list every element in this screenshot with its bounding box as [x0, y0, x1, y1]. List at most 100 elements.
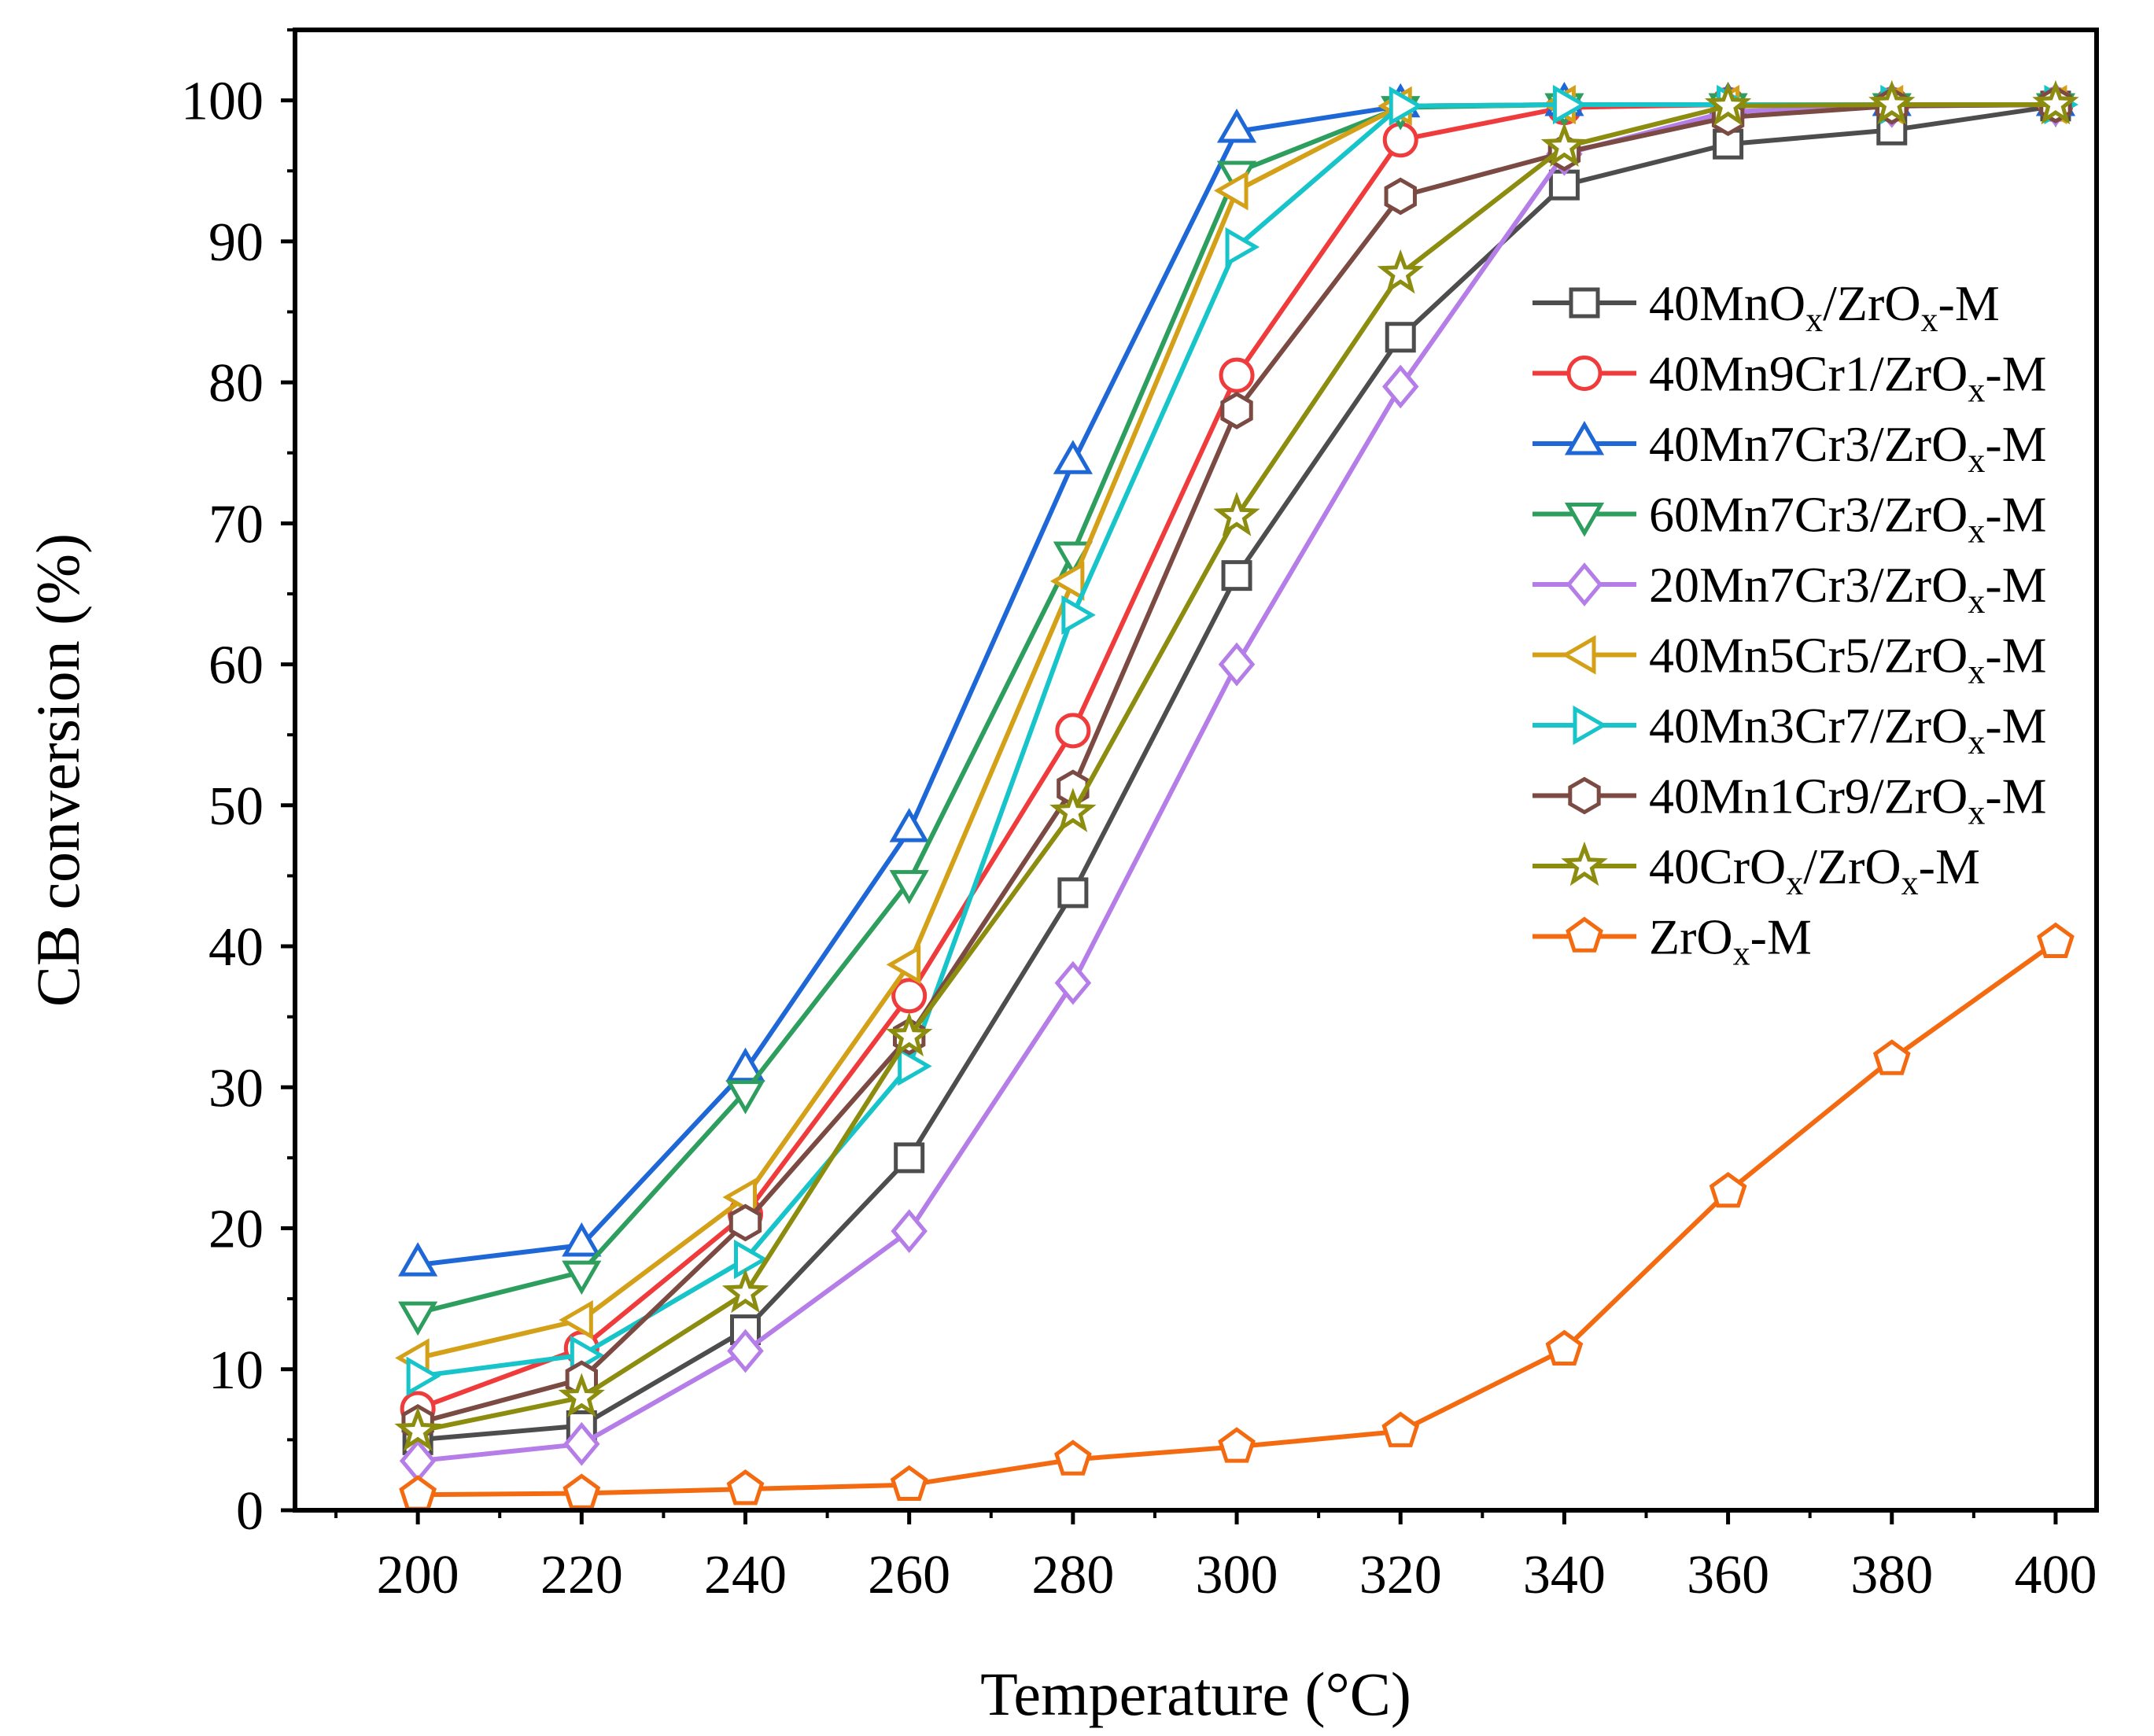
legend-label-part: 40Mn3Cr7/ZrO	[1649, 698, 1968, 754]
data-point-star	[1049, 787, 1097, 833]
y-tick-label: 60	[208, 636, 264, 696]
legend-item: 40Mn1Cr9/ZrOx-M	[1533, 768, 2047, 832]
data-point-hexagon	[728, 1203, 762, 1242]
legend-item: 40MnOx/ZrOx-M	[1533, 275, 2000, 339]
legend-label-part: /ZrO	[1803, 839, 1901, 894]
data-point-pentagon	[2037, 922, 2075, 958]
data-point-triangle-up	[1216, 109, 1257, 143]
legend-label-part: -M	[1985, 346, 2046, 402]
data-point-star	[2032, 79, 2079, 125]
legend-label-part: -M	[1750, 909, 1812, 965]
legend-label-part: 40Mn1Cr9/ZrO	[1649, 768, 1968, 824]
data-point-triangle-right	[1061, 595, 1096, 635]
x-axis-label: Temperature (°C)	[980, 1660, 1411, 1728]
legend-item: 40Mn3Cr7/ZrOx-M	[1533, 698, 2047, 761]
legend-item: 40Mn9Cr1/ZrOx-M	[1533, 346, 2047, 410]
legend-label-part: -M	[1985, 557, 2046, 613]
legend-label: 40Mn9Cr1/ZrOx-M	[1649, 346, 2047, 410]
series-40Mn9Cr1/ZrOx-M	[400, 87, 2074, 1427]
legend-label-part: 60Mn7Cr3/ZrO	[1649, 487, 1968, 543]
data-point-pentagon	[890, 1465, 928, 1502]
data-point-diamond	[1054, 960, 1092, 1005]
legend-item: ZrOx-M	[1533, 909, 1812, 973]
data-point-square	[1385, 322, 1416, 353]
data-point-star	[1704, 81, 1752, 127]
data-point-square	[1057, 877, 1089, 909]
x-tick-label: 220	[540, 1545, 623, 1605]
data-point-triangle-left	[886, 945, 921, 985]
y-axis-label: CB conversion (%)	[24, 533, 92, 1007]
data-point-star	[394, 1406, 441, 1451]
legend-item: 20Mn7Cr3/ZrOx-M	[1533, 557, 2047, 621]
data-point-triangle-up	[398, 1242, 438, 1277]
data-point-hexagon	[1220, 392, 1253, 429]
x-tick-label: 260	[868, 1545, 950, 1605]
legend-label: 40CrOx/ZrOx-M	[1649, 839, 1980, 902]
y-tick-label: 0	[236, 1481, 264, 1542]
legend-label-subscript: x	[1968, 582, 1985, 621]
x-tick-label: 280	[1031, 1545, 1114, 1605]
legend-marker-triangle-left	[1561, 635, 1596, 675]
data-point-triangle-right	[1389, 86, 1424, 126]
y-tick-label: 30	[208, 1058, 264, 1119]
data-point-pentagon	[1054, 1439, 1092, 1476]
legend-label: 40Mn1Cr9/ZrOx-M	[1649, 768, 2047, 832]
x-tick-label: 200	[377, 1545, 459, 1605]
data-point-circle	[1055, 713, 1091, 749]
legend-label-part: -M	[1985, 487, 2046, 543]
data-point-diamond	[563, 1421, 600, 1466]
legend-label-subscript: x	[1968, 723, 1985, 761]
legend-marker-square	[1569, 287, 1600, 319]
legend-label: 40Mn7Cr3/ZrOx-M	[1649, 416, 2047, 480]
data-point-diamond	[1381, 364, 1419, 409]
data-point-diamond	[891, 1209, 928, 1254]
legend-label-subscript: x	[1733, 934, 1750, 973]
legend-label-subscript: x	[1786, 864, 1803, 902]
legend-label-part: 40Mn7Cr3/ZrO	[1649, 416, 1968, 472]
data-point-triangle-down	[725, 1080, 765, 1115]
legend-item: 40Mn5Cr5/ZrOx-M	[1533, 628, 2047, 691]
x-tick-label: 360	[1687, 1545, 1769, 1605]
legend-label-part: -M	[1985, 416, 2046, 472]
data-point-diamond	[1218, 642, 1256, 687]
data-point-pentagon	[1218, 1427, 1256, 1463]
data-point-diamond	[727, 1329, 764, 1373]
legend-label-subscript: x	[1921, 300, 1938, 339]
series-ZrOx-M	[399, 922, 2075, 1511]
data-point-pentagon	[1709, 1171, 1747, 1208]
legend-label-part: 40MnO	[1649, 275, 1805, 331]
legend-label: 40Mn3Cr7/ZrOx-M	[1649, 698, 2047, 761]
legend-label-part: -M	[1985, 768, 2046, 824]
legend-marker-hexagon	[1568, 776, 1601, 815]
x-tick-label: 240	[704, 1545, 787, 1605]
data-point-circle	[1219, 357, 1255, 393]
legend-label-subscript: x	[1968, 512, 1985, 551]
legend-item: 40Mn7Cr3/ZrOx-M	[1533, 416, 2047, 480]
data-point-triangle-up	[1053, 440, 1093, 474]
data-point-triangle-down	[562, 1260, 602, 1296]
series-layer	[394, 79, 2079, 1511]
data-point-triangle-up	[562, 1222, 602, 1257]
y-tick-label: 100	[181, 72, 264, 132]
data-point-triangle-right	[1225, 227, 1260, 267]
y-tick-label: 50	[208, 776, 264, 837]
x-tick-label: 300	[1196, 1545, 1278, 1605]
legend-marker-triangle-down	[1564, 503, 1605, 537]
legend-label: 40MnOx/ZrOx-M	[1649, 275, 2000, 339]
legend-item: 40CrOx/ZrOx-M	[1533, 839, 1980, 902]
legend-label-part: /ZrO	[1823, 275, 1920, 331]
data-point-star	[1540, 122, 1588, 168]
legend-marker-circle	[1566, 356, 1603, 391]
y-tick-label: 10	[208, 1340, 264, 1401]
legend-marker-star	[1561, 841, 1608, 886]
legend-label-subscript: x	[1901, 864, 1919, 902]
data-point-circle	[891, 978, 928, 1014]
legend-label-part: -M	[1985, 698, 2046, 754]
legend-label-part: -M	[1938, 275, 2000, 331]
tick-labels: 200 220 240 260 280 300 320 340 360 380 400 0 10 20 30…	[181, 72, 2097, 1605]
legend: 40MnOx/ZrOx-M40Mn9Cr1/ZrOx-M40Mn7Cr3/ZrO…	[1533, 275, 2047, 973]
data-point-pentagon	[1545, 1329, 1584, 1366]
legend-label-subscript: x	[1968, 794, 1985, 832]
data-point-triangle-up	[725, 1047, 765, 1082]
